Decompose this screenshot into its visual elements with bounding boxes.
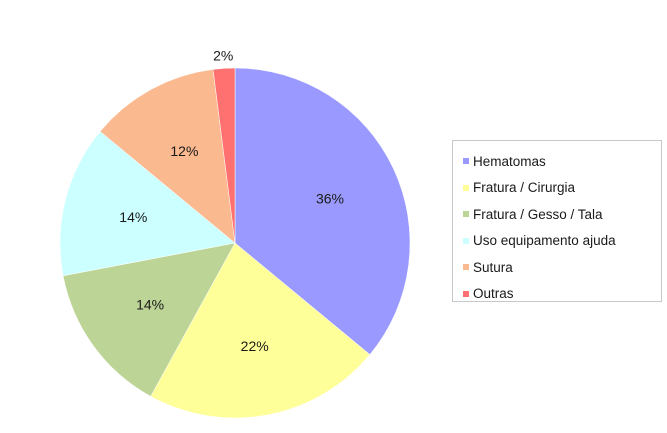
legend-item-3: Fratura / Gesso / Tala <box>463 201 661 228</box>
legend: Hematomas Fratura / Cirurgia Fratura / Ges… <box>452 140 662 302</box>
legend-label-5: Sutura <box>473 259 513 275</box>
legend-swatch-5 <box>463 264 469 271</box>
legend-swatch-1 <box>463 158 469 165</box>
pie-slice-6 <box>212 67 236 244</box>
legend-label-4: Uso equipamento ajuda <box>473 233 616 249</box>
legend-label-6: Outras <box>473 286 514 302</box>
legend-label-3: Fratura / Gesso / Tala <box>473 206 603 222</box>
legend-item-2: Fratura / Cirurgia <box>463 175 661 202</box>
legend-swatch-2 <box>463 184 469 191</box>
data-label-2: 22% <box>241 338 269 354</box>
legend-label-1: Hematomas <box>473 153 546 169</box>
data-label-5: 12% <box>170 143 198 159</box>
pie-slice-3 <box>62 242 236 397</box>
legend-swatch-4 <box>463 237 469 244</box>
legend-item-1: Hematomas <box>463 148 661 175</box>
pie-slice-2 <box>150 242 371 419</box>
data-label-1: 36% <box>316 190 344 206</box>
legend-swatch-6 <box>463 290 469 297</box>
data-label-3: 14% <box>136 297 164 313</box>
pie-slice-4 <box>59 131 236 277</box>
legend-item-6: Outras <box>463 281 661 308</box>
legend-label-2: Fratura / Cirurgia <box>473 180 576 196</box>
legend-swatch-3 <box>463 211 469 218</box>
legend-item-5: Sutura <box>463 254 661 281</box>
data-label-4: 14% <box>119 209 147 225</box>
legend-item-4: Uso equipamento ajuda <box>463 228 661 255</box>
pie-slice-5 <box>99 69 236 244</box>
pie-slice-1 <box>234 67 411 355</box>
data-label-6: 2% <box>213 47 233 63</box>
